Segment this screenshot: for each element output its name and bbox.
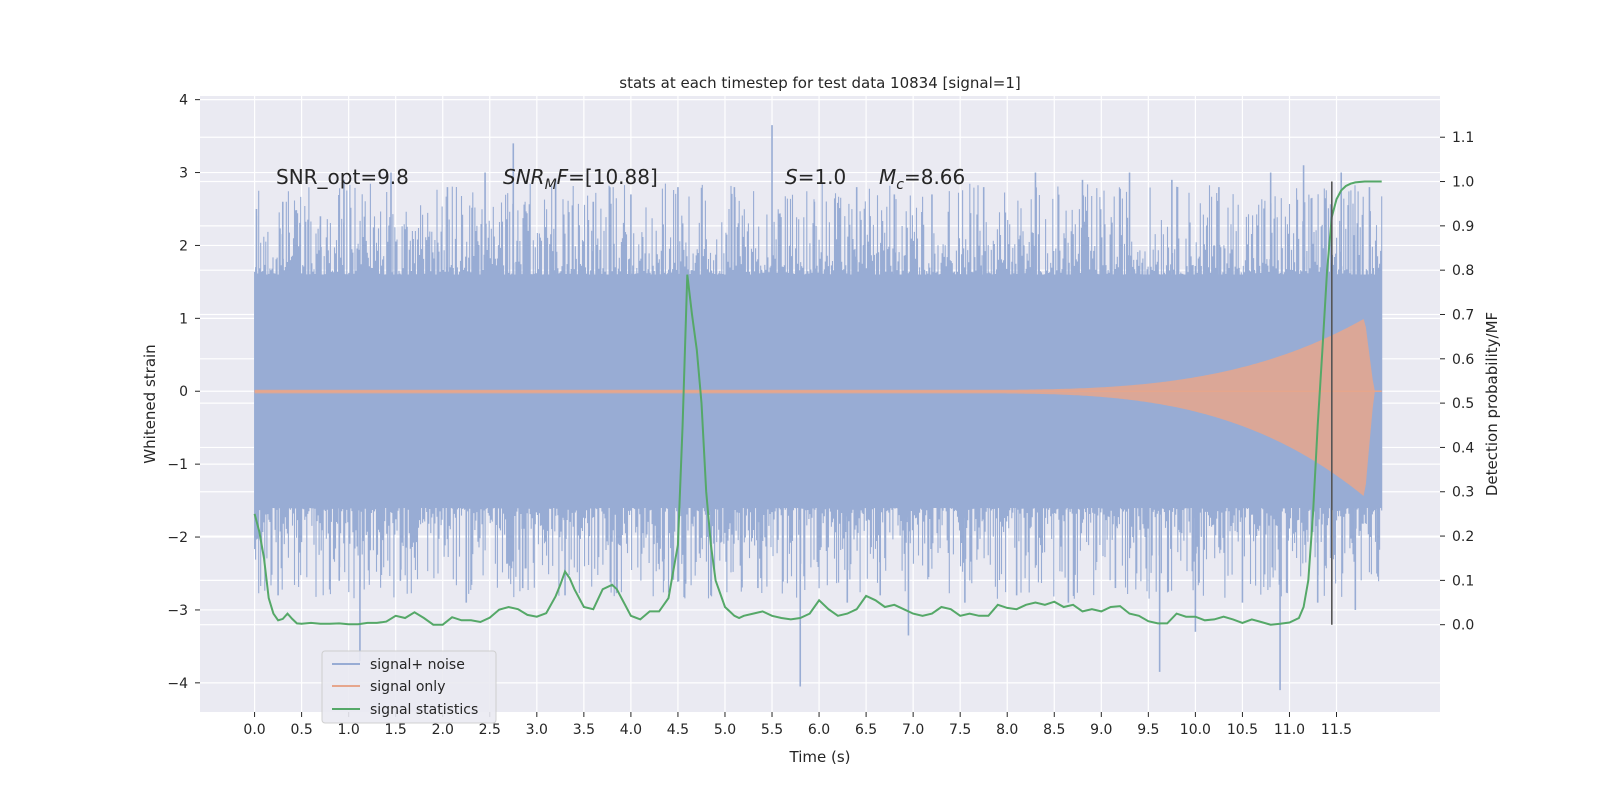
x-axis-label: Time (s) <box>789 748 851 766</box>
s-symbol: S <box>785 165 798 189</box>
x-tick-label-7: 3.5 <box>573 722 595 738</box>
x-tick-label-20: 10.0 <box>1180 722 1211 738</box>
mc-subscript: c <box>896 177 904 193</box>
x-tick-label-5: 2.5 <box>479 722 501 738</box>
x-tick-label-23: 11.5 <box>1321 722 1352 738</box>
snr-mf-symbol: SNR <box>503 165 545 189</box>
x-tick-label-6: 3.0 <box>526 722 548 738</box>
x-tick-label-15: 7.5 <box>949 722 971 738</box>
x-tick-label-21: 10.5 <box>1227 722 1258 738</box>
y-right-tick-label-3: 0.8 <box>1452 263 1474 279</box>
y-right-tick-label-4: 0.7 <box>1452 307 1474 323</box>
x-tick-label-0: 0.0 <box>243 722 265 738</box>
x-tick-label-12: 6.0 <box>808 722 830 738</box>
x-tick-label-4: 2.0 <box>432 722 454 738</box>
y-left-tick-label-5: −1 <box>167 457 188 473</box>
x-tick-label-19: 9.5 <box>1137 722 1159 738</box>
snr-mf-subscript: M <box>545 177 557 193</box>
y-left-tick-label-8: −4 <box>167 676 188 692</box>
y-right-tick-label-6: 0.5 <box>1452 396 1474 412</box>
s-value: =1.0 <box>798 165 847 189</box>
chart-title: stats at each timestep for test data 108… <box>619 74 1020 92</box>
y-right-tick-label-9: 0.2 <box>1452 529 1474 545</box>
annotation-mc: Mc=8.66 <box>879 165 965 193</box>
mc-symbol: M <box>879 165 896 189</box>
legend-box <box>321 650 497 724</box>
x-tick-label-3: 1.5 <box>385 722 407 738</box>
x-tick-label-13: 6.5 <box>855 722 877 738</box>
x-tick-label-11: 5.5 <box>761 722 783 738</box>
x-tick-label-2: 1.0 <box>338 722 360 738</box>
annotation-snr-mf: SNRMF=[10.88] <box>503 165 658 193</box>
x-tick-label-10: 5.0 <box>714 722 736 738</box>
annotation-snr-opt: SNR_opt=9.8 <box>276 165 409 189</box>
y-right-tick-label-8: 0.3 <box>1452 485 1474 501</box>
y-axis-right-label: Detection probability/MF <box>1483 312 1501 496</box>
legend: signal+ noise signal only signal statist… <box>321 650 497 724</box>
snr-mf-f: F <box>557 165 569 189</box>
y-left-tick-label-1: 3 <box>179 166 188 182</box>
signal-statistics-line <box>253 180 1382 626</box>
y-right-tick-label-7: 0.4 <box>1452 440 1474 456</box>
y-left-tick-label-0: 4 <box>179 93 188 109</box>
legend-label-signal-statistics: signal statistics <box>370 702 478 718</box>
snr-mf-value: =[10.88] <box>568 165 658 189</box>
x-tick-label-1: 0.5 <box>290 722 312 738</box>
y-right-tick-label-10: 0.1 <box>1452 573 1474 589</box>
y-left-tick-label-2: 2 <box>179 238 188 254</box>
x-tick-label-14: 7.0 <box>902 722 924 738</box>
axis-ticks: 0.0 0.5 1.0 1.5 2.0 2.5 3.0 3.5 4.0 4.5 5.0 5.5 6.0 6… <box>167 93 1474 738</box>
y-left-tick-label-4: 0 <box>179 384 188 400</box>
legend-label-signal-only: signal only <box>370 679 445 695</box>
y-right-tick-label-5: 0.6 <box>1452 352 1474 368</box>
y-left-tick-label-7: −3 <box>167 603 188 619</box>
x-tick-label-16: 8.0 <box>996 722 1018 738</box>
y-right-tick-label-0: 1.1 <box>1452 130 1474 146</box>
y-right-tick-label-1: 1.0 <box>1452 175 1474 191</box>
y-right-tick-label-11: 0.0 <box>1452 618 1474 634</box>
x-tick-label-9: 4.5 <box>667 722 689 738</box>
signal-statistics-series <box>253 180 1382 626</box>
annotation-s: S=1.0 <box>785 165 846 189</box>
x-tick-label-17: 8.5 <box>1043 722 1065 738</box>
x-tick-label-8: 4.0 <box>620 722 642 738</box>
x-tick-label-22: 11.0 <box>1274 722 1305 738</box>
y-right-tick-label-2: 0.9 <box>1452 219 1474 235</box>
legend-label-signal-plus-noise: signal+ noise <box>370 657 465 673</box>
signal-only-series <box>254 319 1382 496</box>
mc-value: =8.66 <box>904 165 965 189</box>
y-left-tick-label-3: 1 <box>179 311 188 327</box>
y-left-tick-label-6: −2 <box>167 530 188 546</box>
x-tick-label-18: 9.0 <box>1090 722 1112 738</box>
y-axis-left-label: Whitened strain <box>141 344 159 463</box>
